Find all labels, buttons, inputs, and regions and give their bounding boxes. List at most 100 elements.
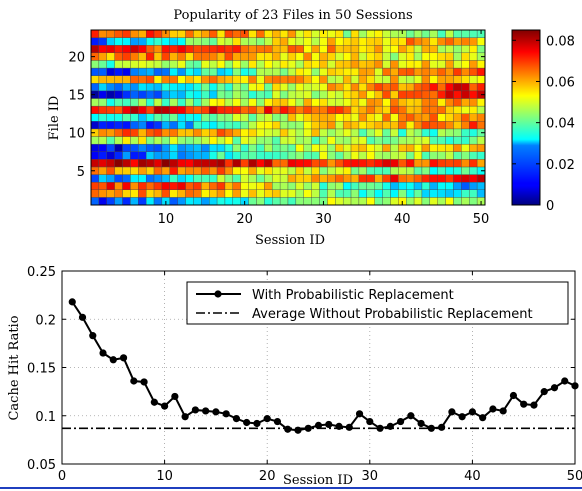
heatmap-cell bbox=[287, 143, 297, 152]
heatmap-cell bbox=[453, 136, 462, 145]
heatmap-cell bbox=[469, 75, 478, 84]
heatmap-cell bbox=[335, 197, 344, 206]
heatmap-cell bbox=[224, 189, 234, 198]
heatmap-cell bbox=[232, 143, 241, 152]
heatmap-cell bbox=[429, 143, 438, 152]
heatmap-cell bbox=[287, 136, 297, 145]
heatmap-cell bbox=[177, 166, 186, 175]
heatmap-cell bbox=[358, 60, 367, 69]
series-probabilistic-point bbox=[222, 410, 230, 418]
heatmap-cell bbox=[256, 136, 265, 145]
series-probabilistic-point bbox=[140, 378, 148, 386]
heatmap-cell bbox=[114, 60, 123, 69]
heatmap-cell bbox=[469, 29, 478, 38]
heatmap-cell bbox=[327, 60, 336, 69]
heatmap-cell bbox=[295, 29, 304, 38]
heatmap-cell bbox=[437, 98, 446, 107]
heatmap-cell bbox=[335, 45, 344, 54]
legend-marker-sample-probabilistic bbox=[214, 290, 222, 298]
heatmap-cell bbox=[390, 121, 399, 130]
heatmap-cell bbox=[216, 128, 226, 137]
heatmap-cell bbox=[185, 181, 194, 190]
heatmap-cell bbox=[98, 136, 107, 145]
heatmap-cell bbox=[366, 105, 375, 114]
heatmap-cell bbox=[232, 174, 241, 183]
heatmap-cell bbox=[342, 37, 352, 46]
heatmap-cell bbox=[201, 98, 210, 107]
series-probabilistic-point bbox=[232, 415, 241, 423]
heatmap-cell bbox=[193, 45, 202, 54]
heatmap-cell bbox=[264, 29, 273, 38]
heatmap-cell bbox=[114, 105, 123, 114]
heatmap-cell bbox=[169, 189, 178, 198]
heatmap-cell bbox=[366, 113, 375, 122]
heatmap-cell bbox=[421, 136, 431, 145]
heatmap-cell bbox=[445, 197, 454, 206]
heatmap-cell bbox=[216, 52, 226, 61]
heatmap-cell bbox=[138, 151, 147, 160]
heatmap-cell bbox=[335, 128, 344, 137]
heatmap-cell bbox=[311, 159, 320, 168]
heatmap-cell bbox=[201, 197, 210, 206]
heatmap-cell bbox=[303, 121, 312, 130]
heatmap-cell bbox=[90, 98, 100, 107]
heatmap-cell bbox=[224, 136, 234, 145]
heatmap-cell bbox=[90, 121, 100, 130]
heatmap-cell bbox=[374, 136, 383, 145]
heatmap-cell bbox=[350, 128, 360, 137]
heatmap-cell bbox=[248, 60, 257, 69]
heatmap-cell bbox=[232, 45, 241, 54]
heatmap-cell bbox=[106, 143, 115, 152]
line-chart-x-tick-label: 40 bbox=[464, 469, 481, 484]
heatmap-cell bbox=[342, 159, 352, 168]
heatmap-cell bbox=[138, 197, 147, 206]
heatmap-cell bbox=[130, 105, 139, 114]
heatmap-cell bbox=[114, 151, 123, 160]
heatmap-cell bbox=[114, 37, 123, 46]
heatmap-cell bbox=[453, 113, 462, 122]
heatmap-cell bbox=[153, 143, 163, 152]
heatmap-cell bbox=[232, 52, 241, 61]
heatmap-cell bbox=[295, 174, 304, 183]
heatmap-cell bbox=[406, 197, 415, 206]
heatmap-cell bbox=[398, 143, 407, 152]
heatmap-cell bbox=[469, 151, 478, 160]
heatmap-cell bbox=[295, 45, 304, 54]
series-probabilistic-point bbox=[509, 391, 518, 400]
heatmap-cell bbox=[130, 174, 139, 183]
heatmap-cell bbox=[264, 37, 273, 46]
heatmap-cell bbox=[413, 121, 423, 130]
heatmap-cell bbox=[303, 113, 312, 122]
heatmap-cell bbox=[461, 166, 470, 175]
heatmap-cell bbox=[209, 197, 218, 206]
heatmap-cell bbox=[287, 174, 297, 183]
series-probabilistic-point bbox=[571, 382, 579, 390]
heatmap-cell bbox=[169, 113, 178, 122]
heatmap-cell bbox=[350, 52, 360, 61]
heatmap-cell bbox=[114, 29, 123, 38]
heatmap-cell bbox=[437, 166, 446, 175]
heatmap-cell bbox=[240, 189, 249, 198]
heatmap-cell bbox=[138, 98, 147, 107]
heatmap-cell bbox=[398, 67, 407, 76]
heatmap-cell bbox=[106, 159, 115, 168]
heatmap-cell bbox=[177, 75, 186, 84]
heatmap-title: Popularity of 23 Files in 50 Sessions bbox=[173, 8, 412, 23]
heatmap-cell bbox=[445, 128, 454, 137]
heatmap-cell bbox=[358, 197, 367, 206]
heatmap-cell bbox=[256, 113, 265, 122]
heatmap-cell bbox=[185, 174, 194, 183]
heatmap-cell bbox=[406, 174, 415, 183]
heatmap-cell bbox=[476, 75, 486, 84]
series-probabilistic-point bbox=[520, 400, 528, 408]
heatmap-cell bbox=[145, 90, 155, 99]
heatmap-cell bbox=[193, 159, 202, 168]
heatmap-cell bbox=[272, 143, 281, 152]
heatmap-cell bbox=[437, 143, 446, 152]
heatmap-cell bbox=[374, 60, 383, 69]
heatmap-cell bbox=[177, 67, 186, 76]
heatmap-cell bbox=[272, 98, 281, 107]
heatmap-cell bbox=[122, 98, 131, 107]
heatmap-cell bbox=[335, 75, 344, 84]
heatmap-cell bbox=[335, 121, 344, 130]
